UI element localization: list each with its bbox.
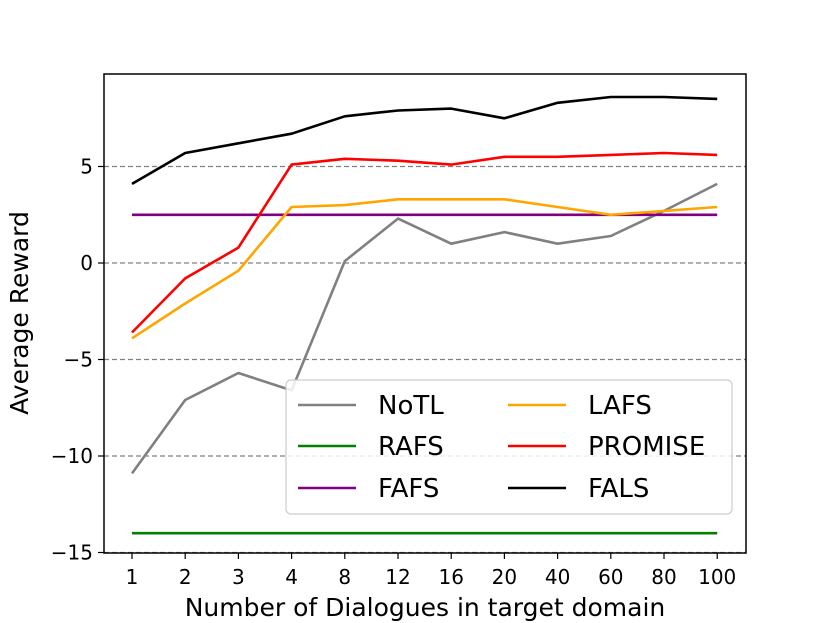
series-lines [130,95,718,535]
legend-label-promise: PROMISE [588,432,705,462]
x-tick-label: 2 [179,565,192,589]
legend-label-notl: NoTL [378,391,444,421]
y-tick-label: −10 [51,444,93,468]
series-line-notl [130,182,718,475]
series-line-lafs [131,198,718,340]
x-tick-label: 4 [285,565,298,589]
legend: NoTL RAFS FAFS LAFS PROMISE FALS [285,379,733,515]
x-tick-label: 100 [698,565,736,589]
x-tick-label: 8 [338,565,351,589]
x-tick-label: 80 [651,565,676,589]
y-tick-label: 0 [80,251,93,275]
legend-label-rafs: RAFS [378,432,444,462]
x-tick-label: 20 [492,565,517,589]
y-tick-label: −15 [51,541,93,565]
legend-label-fals: FALS [588,474,649,504]
series-line-fals [131,95,718,186]
legend-label-lafs: LAFS [588,391,652,421]
y-axis: 5 0 −5 −10 −15 [51,155,104,565]
x-tick-label: 1 [126,565,139,589]
x-axis: 1 2 3 4 8 12 16 20 40 60 80 100 [126,553,736,589]
y-axis-title: Average Reward [5,211,34,415]
y-tick-label: −5 [64,348,93,372]
legend-label-fafs: FAFS [378,474,439,504]
series-line-promise [131,151,718,334]
x-axis-title: Number of Dialogues in target domain [185,593,666,622]
plot-frame [103,73,747,554]
x-tick-label: 40 [545,565,570,589]
x-tick-label: 16 [438,565,463,589]
x-tick-label: 60 [598,565,623,589]
x-tick-label: 12 [385,565,410,589]
x-tick-label: 3 [232,565,245,589]
y-tick-label: 5 [80,155,93,179]
